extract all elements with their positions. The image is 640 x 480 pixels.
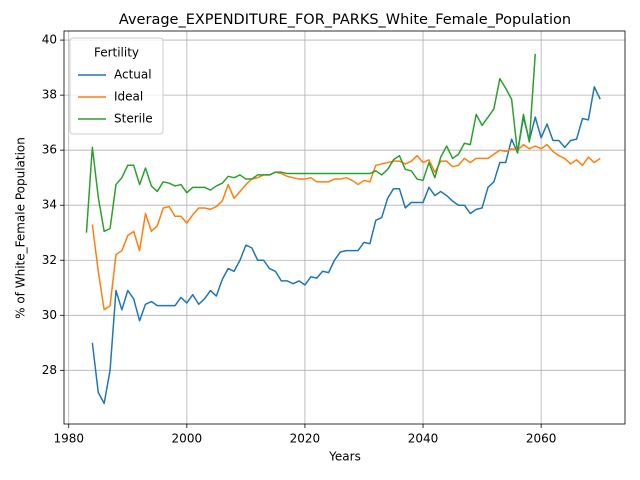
series-line: [91, 86, 601, 405]
legend-label: Sterile: [114, 112, 153, 126]
chart-title: Average_EXPENDITURE_FOR_PARKS_White_Fema…: [119, 12, 571, 28]
y-tick-label: 28: [42, 363, 57, 377]
x-tick-label: 2020: [290, 432, 321, 446]
x-tick-label: 2060: [526, 432, 557, 446]
y-tick-label: 36: [42, 143, 57, 157]
plot-frame: [63, 30, 626, 425]
y-tick-label: 40: [42, 33, 57, 47]
legend-label: Actual: [114, 68, 152, 82]
y-tick-label: 38: [42, 88, 57, 102]
y-axis-label: % of White_Female Population: [14, 137, 28, 319]
legend-box: [69, 37, 164, 135]
legend: Fertility Actual Ideal Sterile: [69, 37, 164, 135]
series-line: [91, 143, 601, 311]
series-line: [85, 53, 536, 233]
y-tick-label: 30: [42, 308, 57, 322]
legend-title: Fertility: [94, 46, 139, 60]
y-tick-label: 32: [42, 253, 57, 267]
legend-label: Ideal: [114, 90, 143, 104]
y-tick-label: 34: [42, 198, 57, 212]
x-axis-label: Years: [328, 450, 361, 464]
x-tick-label: 1980: [53, 432, 84, 446]
x-tick-label: 2000: [172, 432, 203, 446]
x-tick-label: 2040: [408, 432, 439, 446]
